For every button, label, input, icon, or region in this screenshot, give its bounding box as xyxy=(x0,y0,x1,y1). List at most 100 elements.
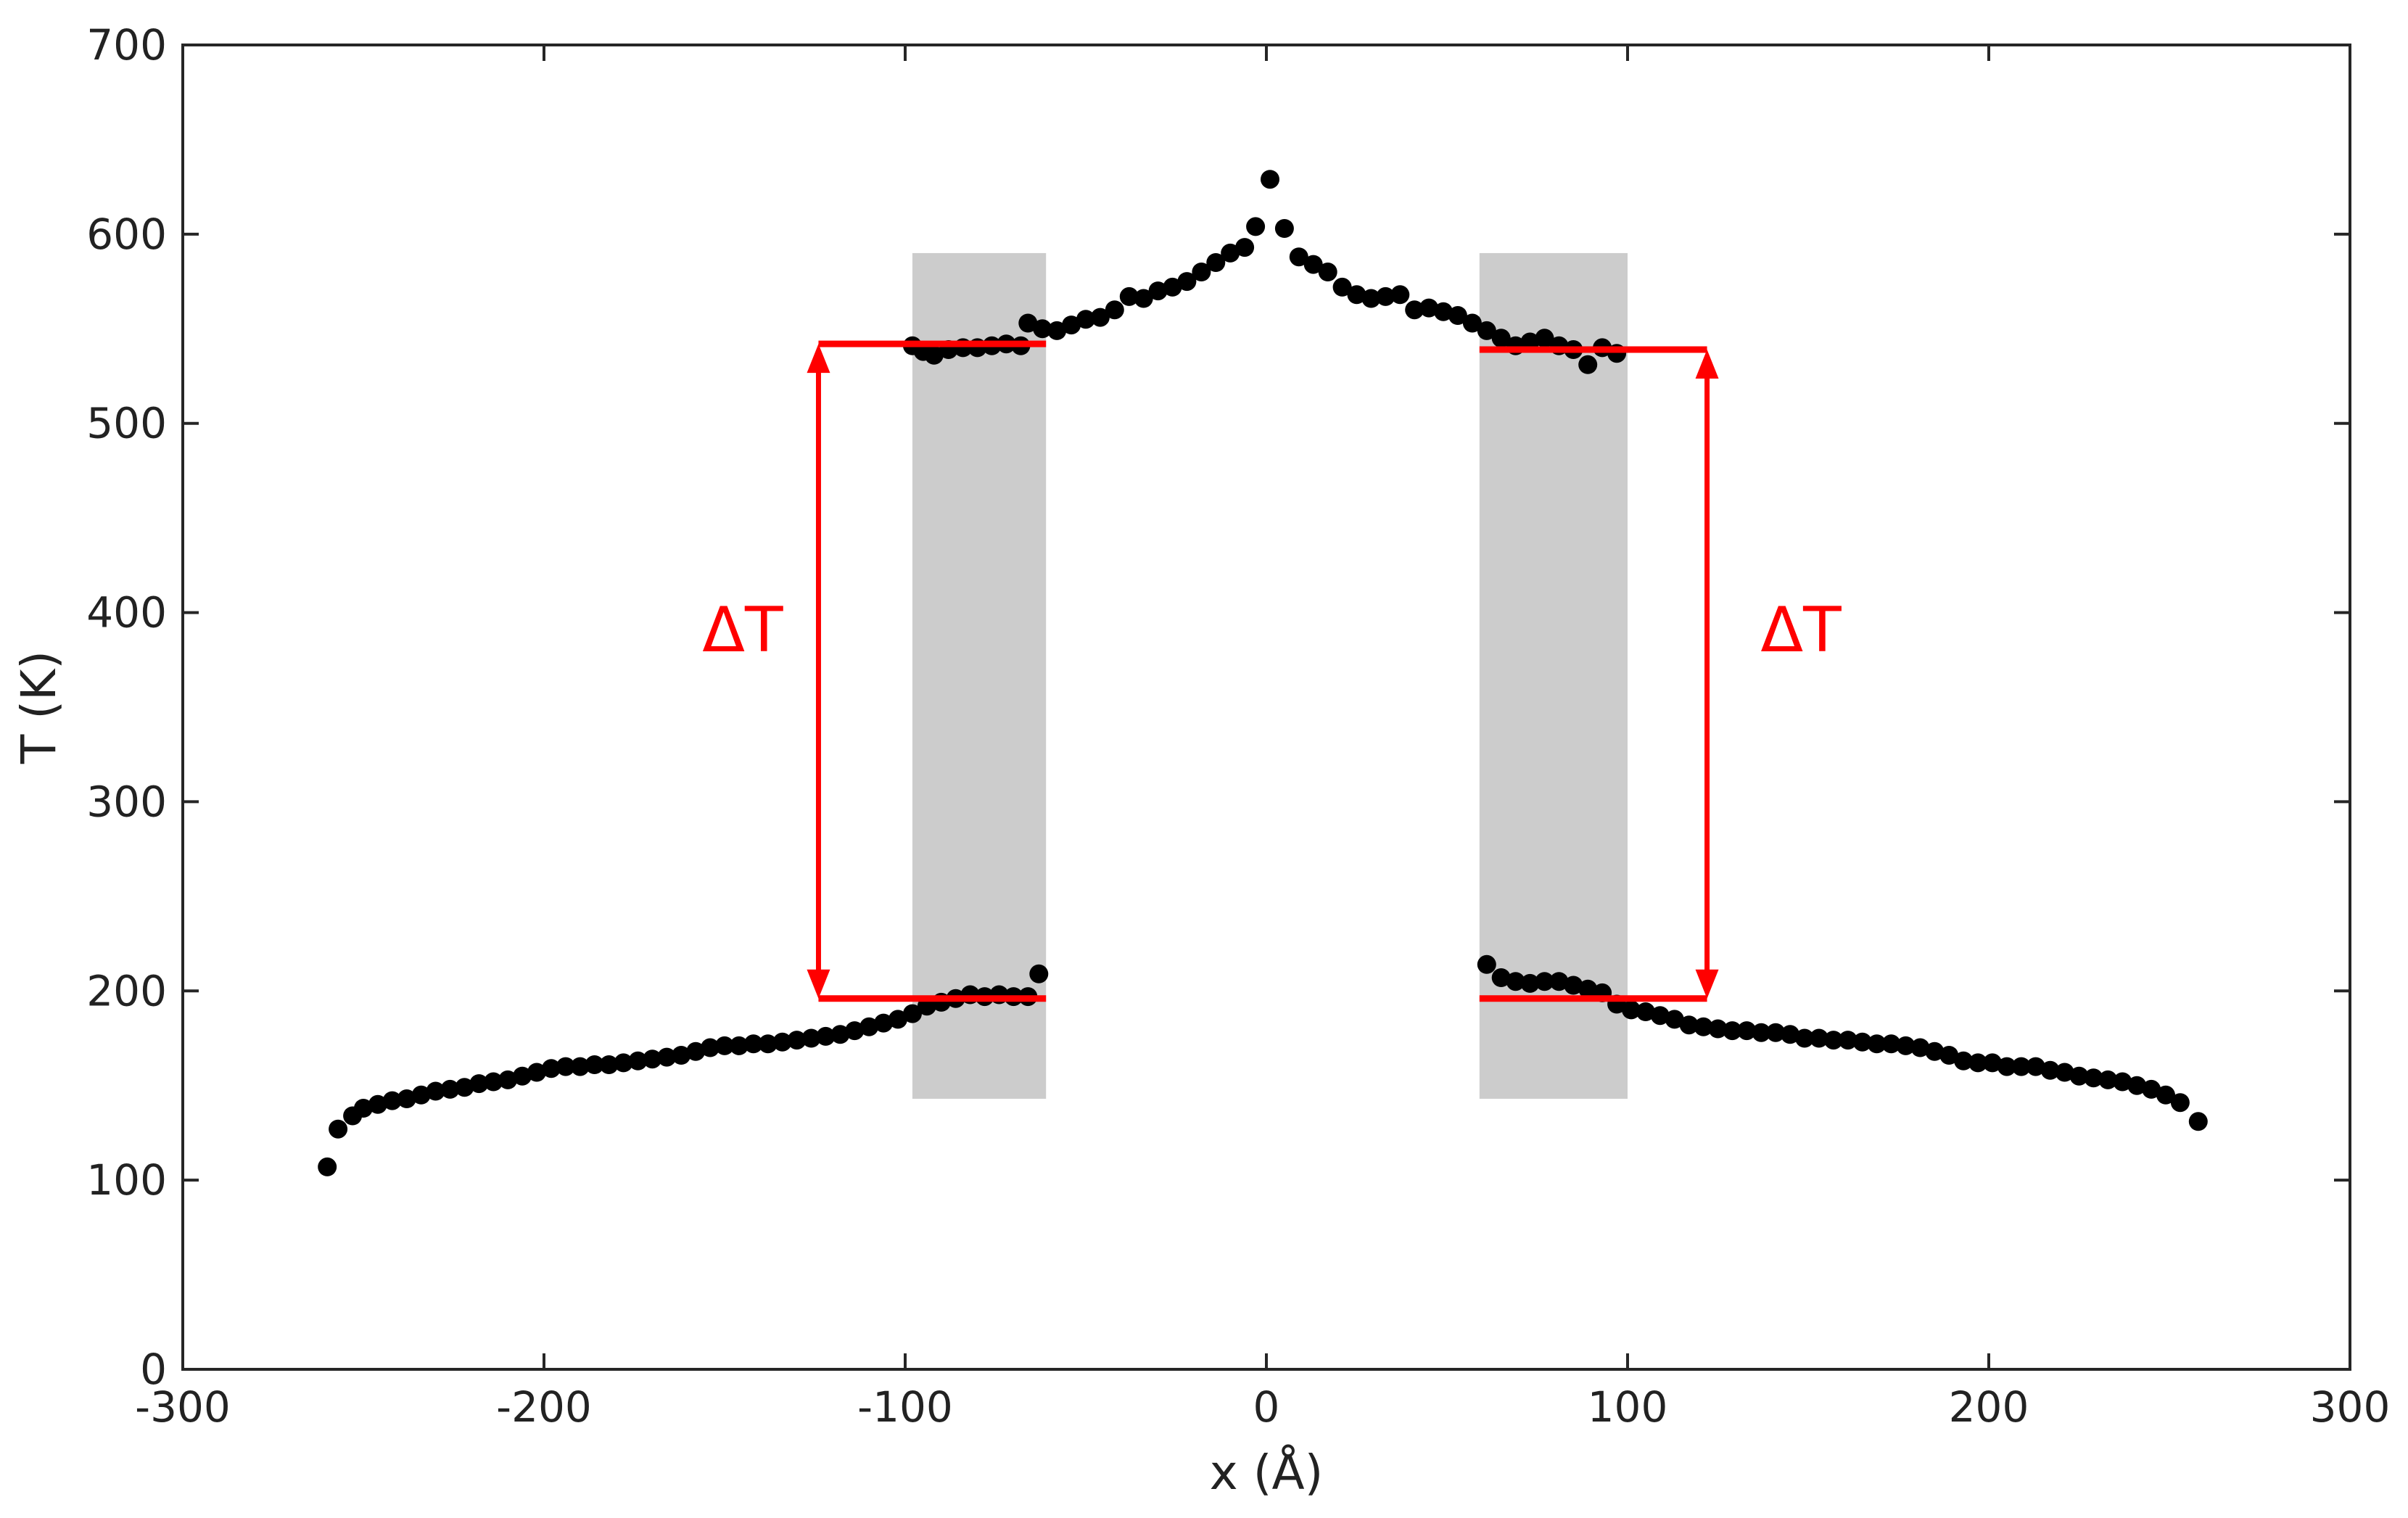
data-point-22 xyxy=(614,1053,633,1073)
data-point-25 xyxy=(657,1047,677,1067)
data-point-152 xyxy=(2188,1112,2208,1131)
delta-t-arrow-head-up-2 xyxy=(1695,349,1719,379)
data-point-54 xyxy=(924,345,944,365)
data-point-143 xyxy=(2055,1063,2074,1082)
data-point-94 xyxy=(1491,329,1511,348)
data-point-123 xyxy=(1766,1023,1786,1042)
x-tick-label--100: -100 xyxy=(857,1382,953,1432)
data-point-125 xyxy=(1795,1028,1814,1048)
data-point-37 xyxy=(830,1025,850,1044)
data-point-31 xyxy=(743,1034,763,1054)
data-point-24 xyxy=(643,1049,662,1069)
data-point-115 xyxy=(1650,1006,1670,1026)
data-point-145 xyxy=(2084,1068,2103,1088)
shaded-region-2 xyxy=(1479,252,1628,1099)
y-tick-label-100: 100 xyxy=(86,1155,167,1205)
data-point-79 xyxy=(1274,219,1294,238)
data-point-81 xyxy=(1303,255,1323,274)
data-point-132 xyxy=(1896,1036,1916,1055)
data-point-11 xyxy=(455,1078,474,1097)
data-point-16 xyxy=(527,1063,546,1082)
data-point-130 xyxy=(1867,1034,1887,1054)
data-point-82 xyxy=(1318,263,1337,281)
y-tick-label-400: 400 xyxy=(86,588,167,638)
data-point-109 xyxy=(1564,975,1583,995)
data-point-133 xyxy=(1910,1038,1930,1057)
data-point-10 xyxy=(440,1079,460,1099)
data-point-116 xyxy=(1665,1010,1684,1029)
data-point-104 xyxy=(1491,968,1511,987)
x-tick-label-200: 200 xyxy=(1949,1382,2029,1432)
data-point-127 xyxy=(1823,1031,1843,1050)
data-point-76 xyxy=(1235,238,1255,257)
data-point-100 xyxy=(1578,355,1598,374)
data-point-51 xyxy=(1029,964,1049,983)
delta-t-label-1: ΔT xyxy=(702,594,783,667)
data-point-67 xyxy=(1105,300,1124,320)
data-point-42 xyxy=(903,1004,922,1023)
data-point-138 xyxy=(1983,1053,2002,1073)
data-point-61 xyxy=(1018,313,1038,333)
data-point-19 xyxy=(570,1057,590,1076)
data-point-84 xyxy=(1347,285,1366,305)
axis-ticks: -300 -200 -100 0 100 200 300 0 100 200 300 400 500 60… xyxy=(86,20,2390,1432)
data-point-146 xyxy=(2098,1070,2118,1089)
data-point-17 xyxy=(542,1059,561,1078)
x-tick-label--200: -200 xyxy=(496,1382,592,1432)
data-point-32 xyxy=(758,1034,778,1054)
data-point-86 xyxy=(1376,286,1395,306)
shaded-regions xyxy=(912,252,1628,1099)
data-point-142 xyxy=(2040,1060,2060,1080)
data-point-70 xyxy=(1148,281,1168,301)
data-point-68 xyxy=(1119,286,1139,306)
data-point-12 xyxy=(469,1074,489,1094)
data-point-126 xyxy=(1809,1028,1828,1048)
data-point-92 xyxy=(1462,313,1482,333)
data-point-134 xyxy=(1925,1041,1945,1061)
data-point-117 xyxy=(1679,1015,1699,1035)
y-tick-label-0: 0 xyxy=(140,1345,167,1394)
data-point-30 xyxy=(729,1036,749,1055)
data-point-28 xyxy=(701,1038,720,1057)
x-tick-label-300: 300 xyxy=(2310,1382,2391,1432)
data-point-106 xyxy=(1520,973,1540,993)
data-point-139 xyxy=(1997,1057,2016,1076)
data-point-118 xyxy=(1694,1017,1713,1036)
data-point-120 xyxy=(1723,1021,1742,1041)
data-point-69 xyxy=(1134,289,1153,308)
data-point-5 xyxy=(368,1094,387,1114)
data-point-87 xyxy=(1390,285,1410,305)
data-point-65 xyxy=(1076,310,1095,329)
y-tick-label-200: 200 xyxy=(86,966,167,1015)
data-point-36 xyxy=(816,1026,836,1046)
data-point-35 xyxy=(801,1028,821,1048)
data-point-91 xyxy=(1448,306,1467,325)
data-point-21 xyxy=(599,1055,619,1074)
data-point-34 xyxy=(787,1031,807,1050)
data-point-122 xyxy=(1752,1023,1771,1042)
data-point-74 xyxy=(1206,253,1226,272)
x-axis-label: x (Å) xyxy=(1210,1445,1324,1501)
data-point-20 xyxy=(585,1055,604,1074)
x-tick-label-0: 0 xyxy=(1253,1382,1280,1432)
delta-t-annotations: ΔT ΔT xyxy=(702,340,1842,1002)
data-point-90 xyxy=(1434,302,1453,321)
data-point-144 xyxy=(2069,1066,2089,1086)
data-point-107 xyxy=(1535,972,1554,991)
data-point-150 xyxy=(2156,1085,2175,1105)
data-point-121 xyxy=(1737,1021,1757,1041)
data-point-77 xyxy=(1246,217,1266,236)
y-axis-label: T (K) xyxy=(11,651,67,764)
data-point-124 xyxy=(1781,1025,1800,1044)
data-point-63 xyxy=(1047,321,1067,340)
data-point-141 xyxy=(2026,1057,2045,1076)
data-point-140 xyxy=(2011,1057,2031,1076)
data-point-4 xyxy=(354,1099,373,1118)
x-tick-label--300: -300 xyxy=(135,1382,231,1432)
data-point-38 xyxy=(845,1021,865,1041)
data-point-110 xyxy=(1578,979,1598,999)
data-point-88 xyxy=(1405,300,1424,320)
x-tick-label-100: 100 xyxy=(1588,1382,1668,1432)
data-point-18 xyxy=(556,1057,575,1076)
